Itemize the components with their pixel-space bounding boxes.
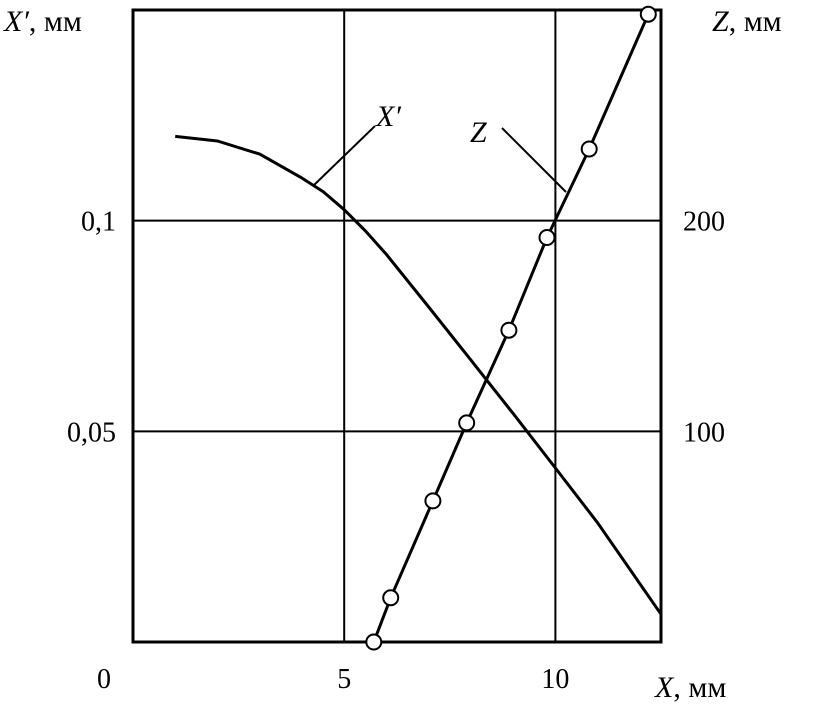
data-point-marker: [538, 229, 556, 246]
series-line-0: [175, 134, 663, 616]
data-point-marker: [365, 633, 383, 651]
x-tick-label: 0: [97, 664, 111, 695]
y-left-tick-label: 0,1: [81, 207, 116, 238]
x-tick-label: 10: [541, 664, 569, 695]
data-point-marker: [500, 321, 518, 339]
data-point-marker: [424, 492, 442, 510]
series-line-1: [372, 13, 650, 643]
y-right-axis-title: Z, мм: [712, 5, 782, 38]
x-axis-title: X, мм: [654, 671, 726, 704]
y-left-tick-label: 0,05: [67, 417, 116, 448]
x-tick-label: 5: [337, 664, 351, 695]
data-point-marker: [580, 140, 598, 158]
data-point-marker: [639, 5, 657, 23]
y-left-axis-title: X′, мм: [3, 5, 82, 38]
curve-label-z: Z: [470, 116, 487, 149]
leader-line-z: [501, 127, 567, 193]
data-point-marker: [458, 414, 476, 432]
y-right-tick-label: 100: [683, 417, 725, 448]
leader-line-x-prime: [312, 125, 376, 187]
y-right-tick-label: 200: [683, 207, 725, 238]
curve-label-x-prime: X′: [375, 100, 401, 133]
data-point-marker: [382, 589, 400, 607]
plot-frame: [131, 8, 663, 644]
